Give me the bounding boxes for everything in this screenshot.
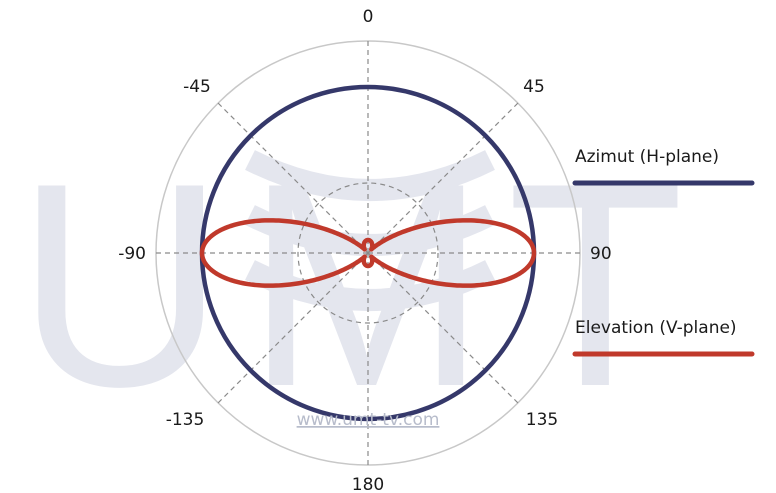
angle-label-90: 90 — [590, 244, 612, 264]
angle-labels: 0 45 90 135 180 -135 -90 -45 — [118, 7, 611, 493]
legend-label-0: Azimut (H-plane) — [575, 147, 719, 167]
legend-label-1: Elevation (V-plane) — [575, 318, 737, 338]
watermark-url: www.umt-tv.com — [297, 410, 440, 430]
angle-label-45: 45 — [523, 77, 545, 97]
angle-label-180: 180 — [352, 475, 384, 493]
angle-label--135: -135 — [166, 410, 205, 430]
angle-label--45: -45 — [183, 77, 211, 97]
angle-label-135: 135 — [526, 410, 558, 430]
series-elevation-trace — [199, 218, 537, 288]
angle-label--90: -90 — [118, 244, 146, 264]
legend: Azimut (H-plane) Elevation (V-plane) — [572, 147, 755, 357]
polar-grid — [155, 40, 581, 466]
series-layer — [199, 84, 537, 422]
watermark-logo: UMT — [16, 123, 704, 447]
svg-text:UMT: UMT — [16, 123, 704, 447]
angle-label-0: 0 — [363, 7, 374, 27]
inner-ring — [297, 182, 439, 324]
